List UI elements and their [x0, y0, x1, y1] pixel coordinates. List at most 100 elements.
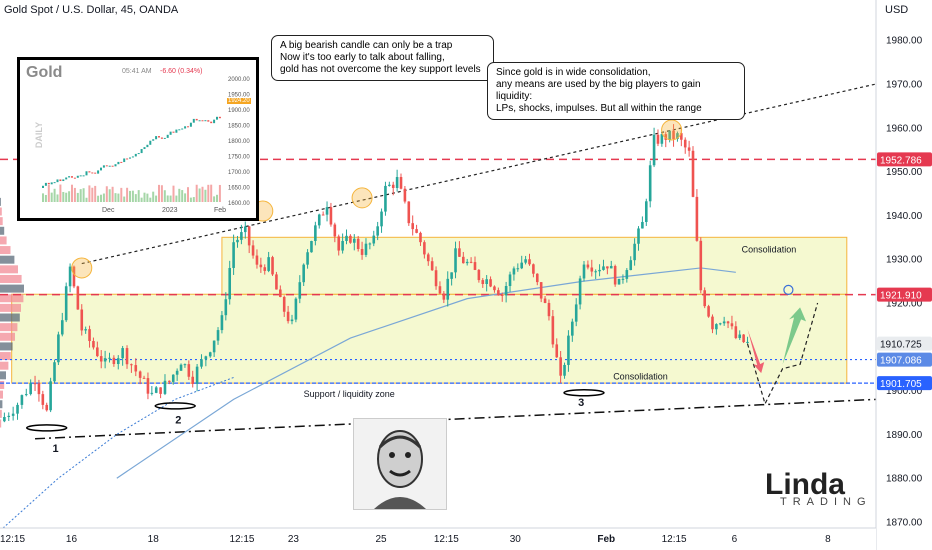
- x-tick-label: 12:15: [434, 534, 459, 545]
- bullish-arrow: [782, 307, 807, 365]
- candle-body: [528, 259, 531, 265]
- candle-body: [535, 273, 539, 283]
- candle-body: [388, 184, 391, 186]
- inset-side-label: DAILY: [34, 121, 45, 149]
- candle-body: [134, 365, 138, 372]
- inset-volume-bar: [210, 184, 213, 202]
- y-tick-label: 1920.00: [886, 299, 923, 310]
- candle-body: [676, 133, 679, 139]
- x-tick-label: 16: [66, 534, 78, 545]
- candle-body: [648, 165, 652, 202]
- candle-body: [372, 235, 376, 244]
- candle-body: [641, 221, 644, 229]
- candle-body: [419, 232, 422, 243]
- candle-body: [652, 134, 656, 166]
- candle-body: [738, 334, 742, 339]
- inset-candle: [73, 177, 76, 179]
- volume-profile-bar: [0, 226, 5, 235]
- inset-candle: [189, 122, 192, 127]
- price-label-box: [877, 336, 932, 351]
- candle-body: [656, 134, 660, 144]
- inset-volume-bar: [111, 186, 114, 202]
- inset-candle: [108, 165, 111, 167]
- inset-volume-bar: [216, 194, 218, 202]
- inset-candle: [184, 126, 187, 129]
- inset-volume-bar: [195, 184, 198, 202]
- y-tick-label: 1870.00: [886, 518, 923, 529]
- inset-candle: [44, 182, 47, 186]
- inset-candle: [187, 126, 189, 128]
- candle-body: [168, 380, 171, 382]
- candle-body: [621, 278, 625, 280]
- candle-body: [29, 383, 32, 395]
- volume-profile-bar: [0, 342, 13, 351]
- candle-body: [279, 289, 282, 297]
- candle-body: [633, 243, 636, 261]
- inset-volume-bar: [91, 187, 94, 202]
- candle-body: [290, 319, 294, 322]
- time-axis-panel: [0, 528, 876, 550]
- inset-volume-bar: [108, 189, 111, 202]
- candle-body: [243, 226, 247, 233]
- inset-volume-bar: [85, 197, 88, 202]
- inset-volume-bar: [178, 188, 181, 202]
- candle-body: [171, 374, 175, 382]
- candle-body: [718, 323, 722, 325]
- inset-candle: [140, 149, 143, 154]
- inset-candle: [97, 170, 100, 174]
- candle-body: [442, 293, 446, 300]
- support-zone-label: Support / liquidity zone: [304, 389, 395, 399]
- inset-volume-bar: [129, 190, 131, 202]
- candle-body: [208, 352, 212, 357]
- candle-body: [53, 362, 56, 382]
- candle-body: [485, 279, 488, 285]
- price-label: 1901.705: [880, 379, 922, 390]
- candle-body: [586, 264, 590, 268]
- candle-body: [411, 223, 414, 230]
- inset-candle: [181, 128, 184, 130]
- inset-candle: [76, 175, 79, 178]
- x-tick-label: 6: [732, 534, 738, 545]
- inset-axis-label: 2000.00: [228, 77, 250, 83]
- candle-body: [504, 286, 508, 296]
- inset-volume-bar: [97, 195, 100, 202]
- price-label-box: [877, 287, 932, 302]
- candle-body: [520, 262, 524, 269]
- inset-candle: [149, 140, 152, 145]
- candle-body: [24, 394, 28, 396]
- candle-body: [49, 381, 52, 411]
- inset-x-label: Dec: [102, 207, 115, 214]
- candle-body: [462, 256, 465, 264]
- inset-candle: [105, 165, 108, 167]
- candle-body: [333, 224, 337, 237]
- volume-profile-bar: [0, 294, 24, 303]
- candle-body: [438, 286, 442, 294]
- inset-volume-bar: [88, 185, 91, 202]
- inset-candle: [204, 120, 207, 122]
- candle-body: [707, 306, 710, 317]
- volume-profile-bar: [0, 371, 6, 380]
- candle-body: [302, 264, 305, 283]
- volume-profile-bar: [0, 419, 2, 428]
- point-1-label: 1: [53, 443, 59, 455]
- candle-body: [664, 134, 668, 140]
- candle-body: [430, 261, 434, 271]
- candle-body: [271, 257, 274, 275]
- candle-body: [426, 254, 430, 262]
- inset-axis-label: 1850.00: [228, 124, 250, 130]
- candle-body: [72, 266, 76, 287]
- candle-body: [247, 226, 251, 246]
- inset-volume-bar: [163, 190, 166, 202]
- candle-body: [477, 269, 481, 281]
- candle-body: [625, 270, 629, 279]
- candle-body: [516, 268, 520, 270]
- inset-volume-bar: [76, 192, 79, 202]
- inset-axis-label: 1900.00: [228, 108, 250, 114]
- candle-body: [446, 278, 450, 300]
- inset-volume-bar: [184, 193, 187, 202]
- candle-body: [286, 311, 290, 322]
- inset-candle: [155, 136, 158, 140]
- candle-body: [154, 387, 158, 393]
- inset-candle: [120, 161, 123, 163]
- volume-profile-bar: [0, 380, 5, 389]
